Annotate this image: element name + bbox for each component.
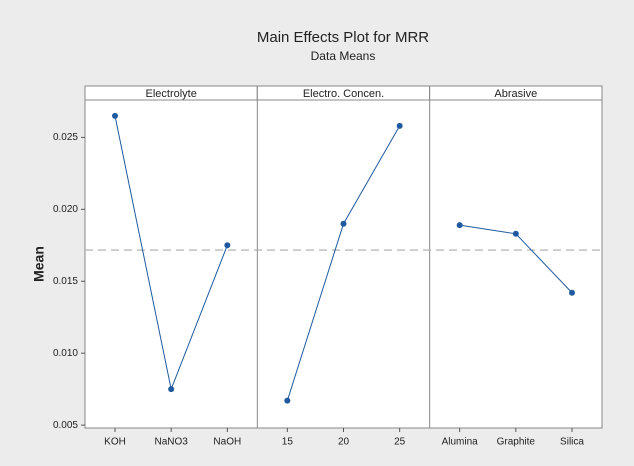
x-tick-label: NaNO3 <box>154 437 188 448</box>
x-tick-label: KOH <box>104 437 126 448</box>
x-tick-label: Alumina <box>442 437 479 448</box>
point <box>168 386 175 393</box>
chart-subtitle: Data Means <box>311 49 376 63</box>
y-tick-label: 0.025 <box>53 132 78 143</box>
point <box>396 122 403 129</box>
point <box>340 220 347 227</box>
panel-header <box>429 85 603 101</box>
x-tick-label: 15 <box>282 437 294 448</box>
plot-area <box>84 99 603 429</box>
x-tick-label: 20 <box>338 437 350 448</box>
point <box>284 397 291 404</box>
point <box>512 230 519 237</box>
point <box>569 289 575 296</box>
panel-title: Electrolyte <box>145 88 196 100</box>
y-tick-label: 0.010 <box>53 348 78 359</box>
panel-title: Abrasive <box>494 88 537 100</box>
y-axis-label: Mean <box>31 246 47 282</box>
chart-title: Main Effects Plot for MRR <box>257 29 429 46</box>
point <box>224 242 231 249</box>
x-tick-label: NaOH <box>213 437 241 448</box>
point <box>456 222 463 229</box>
y-tick-label: 0.015 <box>53 276 78 287</box>
x-tick-label: 25 <box>394 437 406 448</box>
x-tick-label: Graphite <box>497 437 536 448</box>
y-tick-label: 0.020 <box>53 204 78 215</box>
y-tick-label: 0.005 <box>53 420 78 431</box>
panel-title: Electro. Concen. <box>303 88 384 100</box>
x-tick-label: Silica <box>560 437 584 448</box>
point <box>112 112 118 119</box>
